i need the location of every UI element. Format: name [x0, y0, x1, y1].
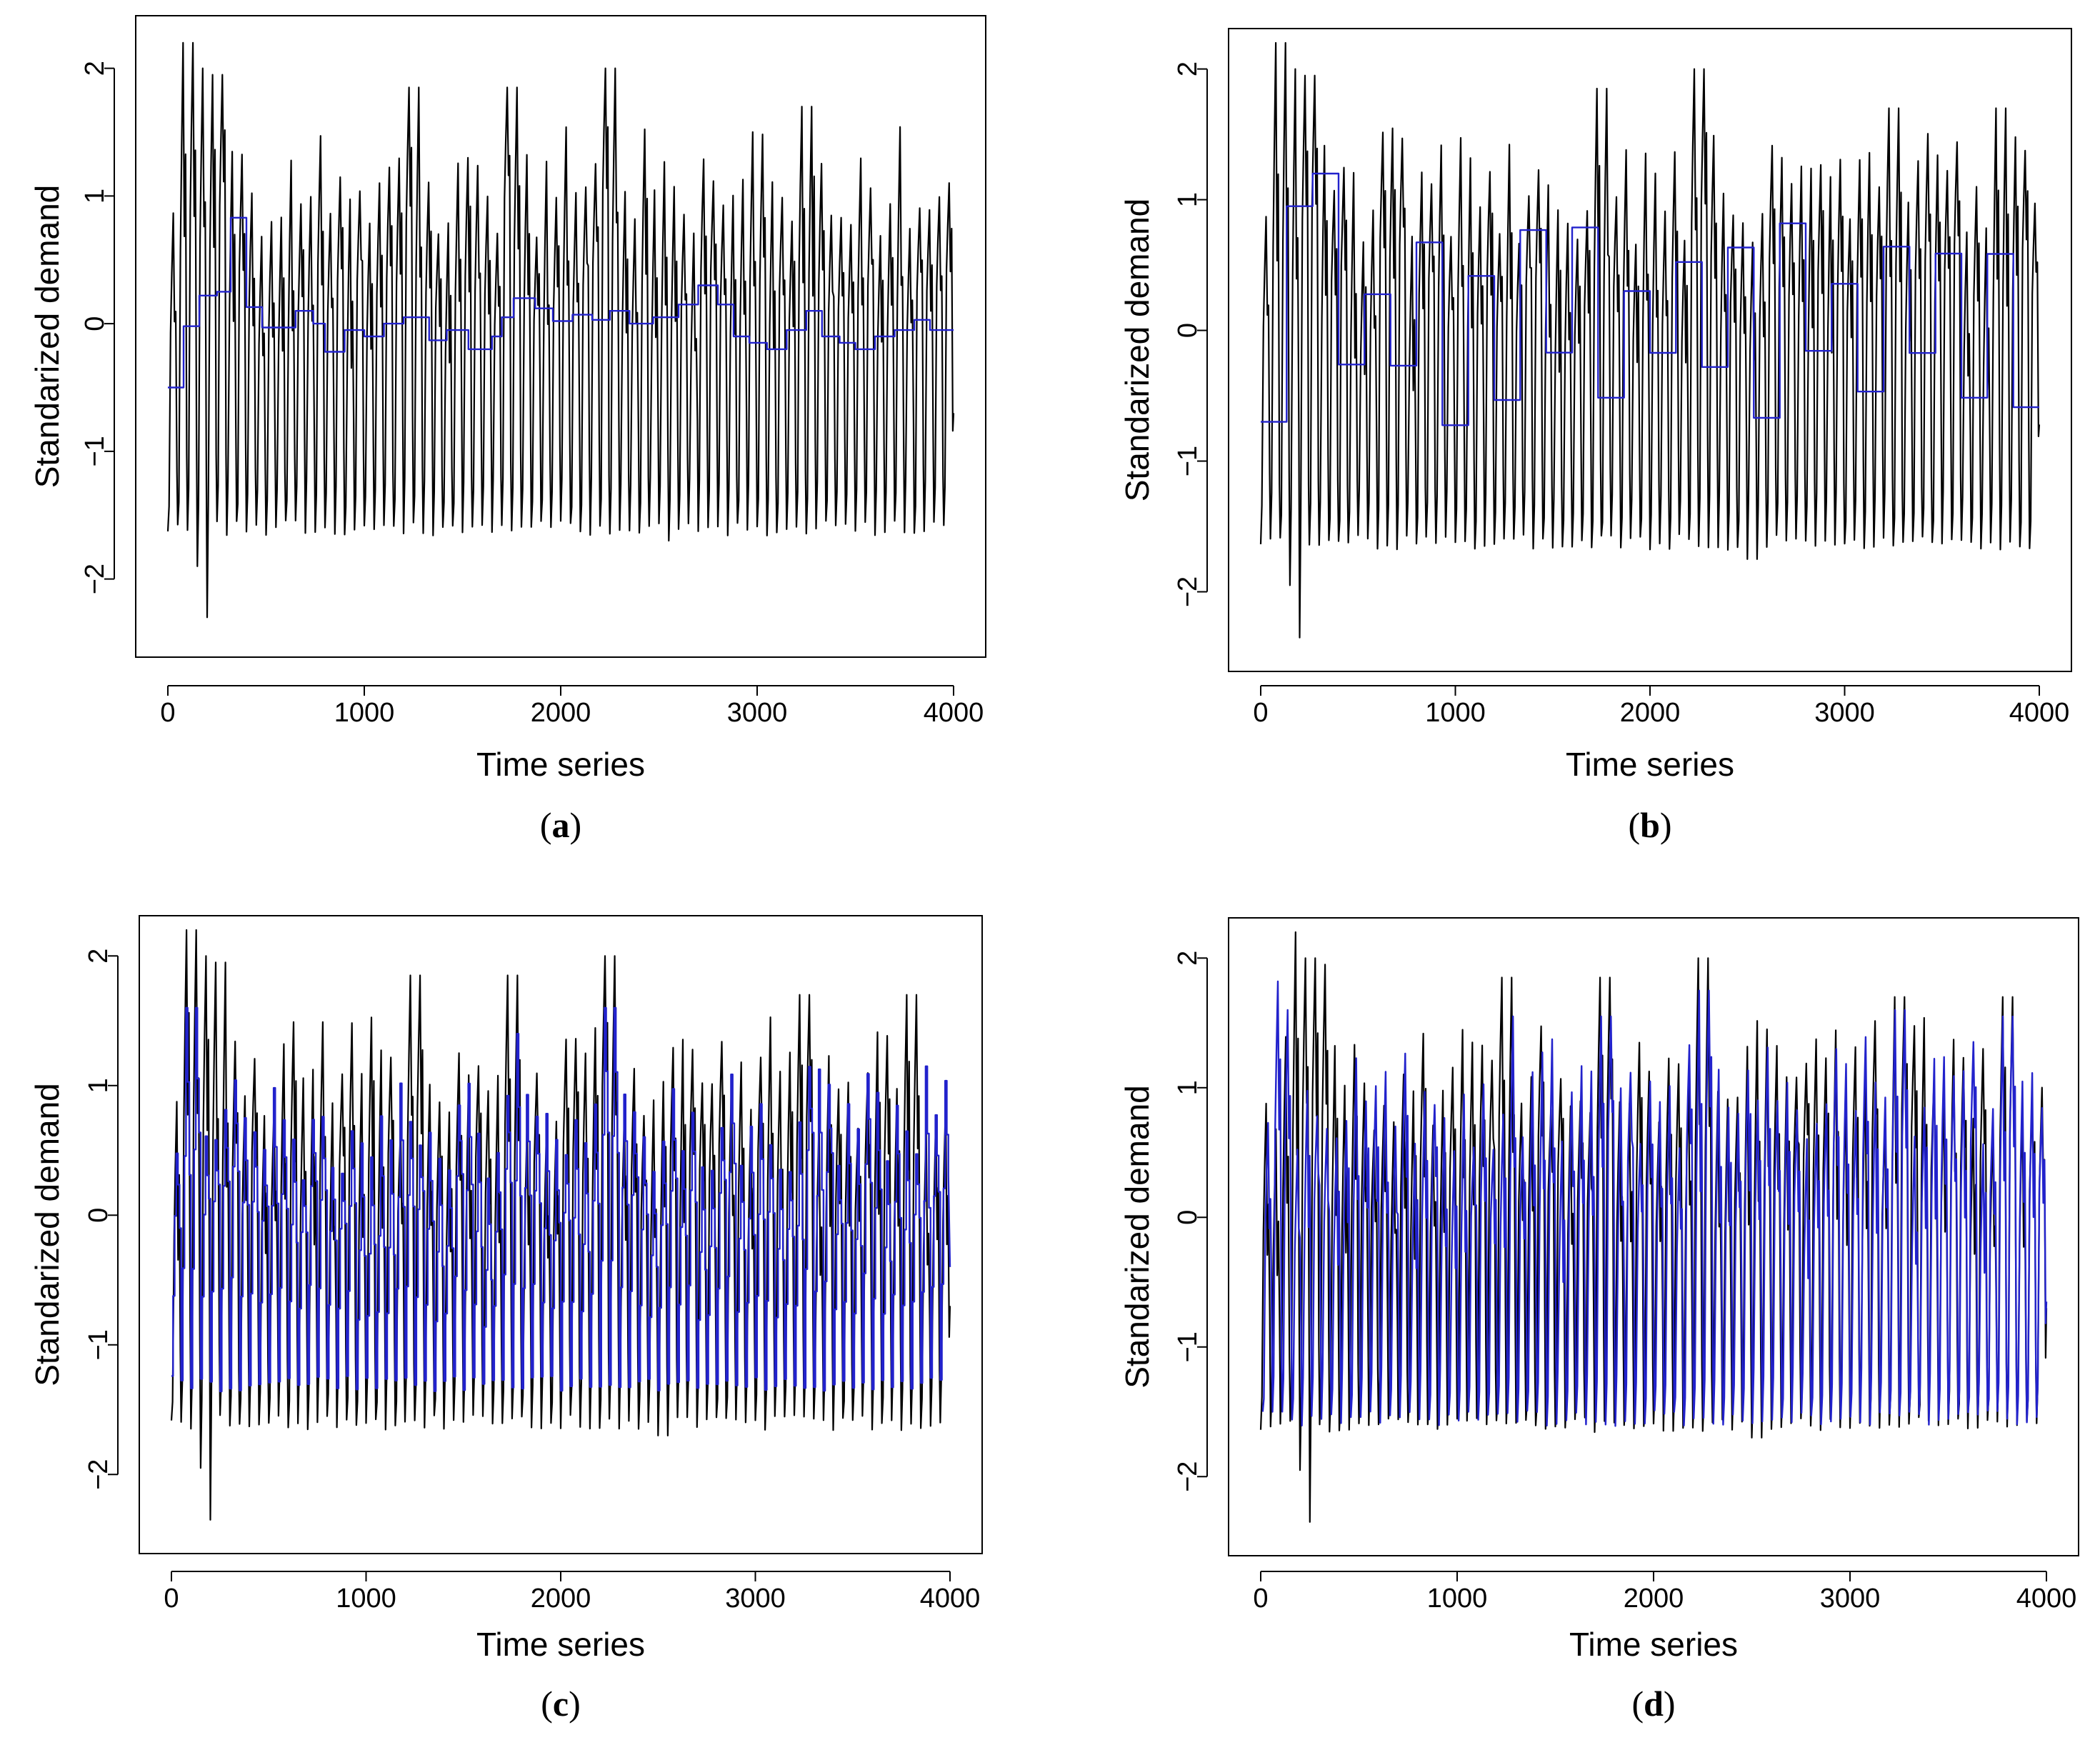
x-tick-label: 0	[1253, 698, 1268, 728]
y-tick-label: 0	[1173, 1210, 1203, 1225]
x-axis: 0 1000 2000 3000 4000	[1253, 1571, 2076, 1614]
y-tick-label: 2	[1173, 951, 1203, 966]
panel-caption: (c)	[541, 1684, 581, 1724]
series-line-forecast	[171, 1006, 951, 1393]
x-axis: 0 1000 2000 3000 4000	[160, 685, 984, 728]
y-axis: −2 −1 0 1 2	[84, 949, 119, 1490]
y-tick-label: 1	[80, 189, 110, 204]
y-tick-label: −2	[80, 564, 110, 594]
y-axis: −2 −1 0 1 2	[1173, 951, 1208, 1492]
y-axis-title: Standarized demand	[1119, 199, 1156, 502]
x-tick-label: 4000	[920, 1584, 981, 1614]
y-tick-label: −1	[84, 1329, 114, 1360]
x-axis-title: Time series	[1569, 1626, 1738, 1663]
x-axis-title: Time series	[476, 746, 645, 783]
y-axis: −2 −1 0 1 2	[1173, 61, 1208, 607]
y-axis-title: Standarized demand	[29, 1083, 66, 1386]
series-line-observed	[1259, 931, 2048, 1523]
panel-caption: (b)	[1628, 805, 1671, 845]
x-tick-label: 1000	[334, 698, 395, 728]
y-tick-label: −2	[84, 1459, 114, 1490]
x-tick-label: 2000	[1624, 1584, 1684, 1614]
series-line-observed	[170, 929, 951, 1521]
y-tick-label: 0	[80, 316, 110, 331]
x-tick-label: 2000	[1620, 698, 1681, 728]
x-tick-label: 0	[160, 698, 175, 728]
y-tick-label: −2	[1173, 576, 1203, 607]
plot-frame	[1228, 28, 2072, 672]
x-axis: 0 1000 2000 3000 4000	[1253, 685, 2070, 728]
y-tick-label: 1	[1173, 192, 1203, 207]
x-tick-label: 3000	[1814, 698, 1875, 728]
x-tick-label: 4000	[2009, 698, 2070, 728]
y-tick-label: 0	[84, 1208, 114, 1223]
y-tick-label: 1	[84, 1078, 114, 1093]
chart-panel-d: 0 1000 2000 3000 4000 −2 −1 0 1 2 Time series Stand…	[1119, 917, 2079, 1724]
y-tick-label: 2	[80, 61, 110, 76]
x-tick-label: 4000	[2016, 1584, 2077, 1614]
plot-frame	[1228, 917, 2079, 1556]
y-tick-label: 2	[1173, 61, 1203, 76]
y-tick-label: −1	[1173, 446, 1203, 476]
chart-panel-a: 0 1000 2000 3000 4000 −2 −1 0 1 2 Time series Stand…	[29, 15, 986, 845]
y-tick-label: −2	[1173, 1461, 1203, 1492]
plot-frame	[135, 15, 986, 658]
x-axis-title: Time series	[1566, 746, 1734, 783]
y-axis: −2 −1 0 1 2	[80, 61, 115, 594]
panel-caption: (d)	[1631, 1684, 1675, 1724]
y-axis-title: Standarized demand	[29, 185, 66, 489]
y-tick-label: 0	[1173, 323, 1203, 338]
x-tick-label: 3000	[727, 698, 788, 728]
x-axis-title: Time series	[476, 1626, 645, 1663]
x-tick-label: 1000	[336, 1584, 396, 1614]
x-tick-label: 1000	[1425, 698, 1486, 728]
y-tick-label: 1	[1173, 1080, 1203, 1095]
panel-caption: (a)	[540, 805, 581, 845]
x-tick-label: 3000	[1820, 1584, 1881, 1614]
series-line-forecast	[1261, 172, 2039, 426]
x-axis: 0 1000 2000 3000 4000	[164, 1571, 980, 1614]
x-tick-label: 4000	[924, 698, 984, 728]
x-tick-label: 0	[164, 1584, 179, 1614]
series-line-observed	[166, 41, 955, 619]
plot-frame	[139, 915, 983, 1554]
y-tick-label: −1	[80, 436, 110, 466]
y-tick-label: −1	[1173, 1331, 1203, 1362]
y-tick-label: 2	[84, 949, 114, 964]
series-line-forecast	[1261, 980, 2048, 1427]
x-tick-label: 3000	[725, 1584, 786, 1614]
x-tick-label: 1000	[1427, 1584, 1488, 1614]
chart-panel-b: 0 1000 2000 3000 4000 −2 −1 0 1 2 Time series Stand…	[1119, 28, 2072, 845]
x-tick-label: 0	[1253, 1584, 1268, 1614]
x-tick-label: 2000	[531, 698, 591, 728]
y-axis-title: Standarized demand	[1119, 1085, 1156, 1389]
x-tick-label: 2000	[531, 1584, 591, 1614]
chart-panel-c: 0 1000 2000 3000 4000 −2 −1 0 1 2 Time series Stand…	[29, 915, 983, 1724]
series-line-forecast	[168, 216, 954, 389]
